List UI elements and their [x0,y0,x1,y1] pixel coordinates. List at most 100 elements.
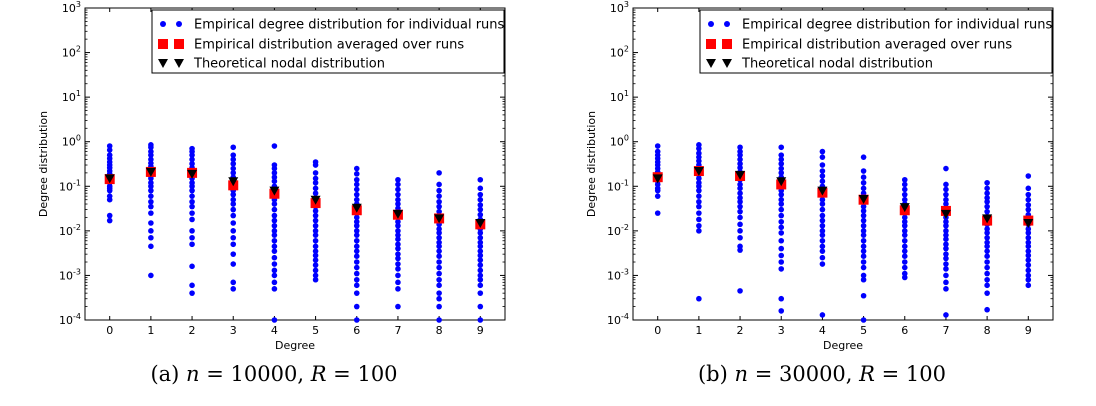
chart-b-point-individual [984,264,990,271]
chart-a-point-individual [353,196,360,203]
chart-a-point-individual [436,248,442,254]
chart-b-ytick-label: 101 [610,89,629,104]
chart-b-point-individual [1025,272,1032,279]
chart-b-legend-marker-averaged [722,39,732,49]
chart-a-point-individual [189,160,195,167]
chart-a-point-individual [436,198,442,205]
chart-a-point-individual [436,234,442,241]
chart-b-xtick-label: 8 [984,324,991,337]
chart-b-point-individual [860,259,867,265]
chart-panel-b: 0 1 2 3 4 5 6 7 8 9 10-4 10-3 10-2 10-1 100 101 102 103 De… [548,0,1096,406]
chart-b-point-individual [860,237,867,244]
chart-b-point-individual [943,222,949,229]
chart-a-point-individual [353,218,360,225]
chart-b-point-individual [943,286,949,292]
chart-a-point-individual [189,210,195,216]
chart-a-point-individual [312,262,319,268]
chart-a-ytick-label: 10-2 [59,223,81,238]
chart-a-point-theoretical [434,214,445,224]
chart-a-point-individual [271,212,278,219]
chart-b-point-theoretical [735,170,746,180]
chart-a-point-individual [271,237,278,244]
chart-a-point-individual [312,272,319,279]
chart-a-legend-label-2: Theoretical nodal distribution [193,57,385,72]
chart-a-point-individual [353,237,360,244]
chart-a-xtick-label: 0 [106,324,113,337]
chart-a-point-individual [436,239,442,246]
chart-b-legend-label-1: Empirical distribution averaged over run… [742,38,1012,53]
chart-a-point-individual [436,303,442,310]
chart-b-point-individual [943,191,949,198]
chart-b-point-individual [778,252,785,259]
caption-a-n-symbol: n [186,362,200,386]
chart-b-point-individual [901,274,908,281]
chart-b-ylabel: Degree distribution [585,111,598,217]
chart-a-point-individual [312,237,319,244]
chart-a-point-individual [271,228,278,234]
chart-a-point-individual [189,216,195,223]
chart-a-point-individual [230,160,237,167]
chart-b-point-individual [778,295,785,302]
chart-b-point-individual [696,183,702,190]
chart-a-point-individual [436,276,442,283]
chart-b-point-individual [819,206,826,213]
chart-a-point-theoretical [187,169,198,179]
chart-b-point-individual [860,292,867,299]
chart-b-point-individual [1025,243,1032,250]
chart-b-point-individual [778,245,785,252]
chart-a-point-individual [353,214,360,221]
chart-a-point-theoretical [104,174,115,184]
chart-a-point-individual [271,286,278,292]
chart-a-point-individual [395,186,401,193]
chart-a-xtick-label: 1 [147,324,154,337]
chart-a-ytick-label: 100 [62,134,81,149]
chart-a-point-individual [271,317,278,323]
chart-a-point-individual [312,175,319,182]
chart-a-point-individual [312,243,319,250]
chart-a-point-individual [312,267,319,274]
chart-a-point-individual [353,270,360,277]
chart-b-point-theoretical [652,174,663,184]
chart-a-point-individual [395,245,401,252]
chart-b-point-individual [860,253,867,260]
chart-a-point-individual [477,248,484,254]
chart-a-point-individual [353,290,360,296]
chart-a-point-individual [477,262,484,268]
chart-a-point-individual [395,181,401,188]
chart-a-point-individual [148,210,154,216]
chart-a-point-individual [189,198,195,205]
chart-b-point-individual [696,187,702,194]
chart-b-point-individual [778,201,785,207]
caption-b: (b) n = 30000, R = 100 [697,362,947,386]
chart-b-point-individual [778,218,785,225]
chart-b-point-individual [943,228,949,234]
caption-a-r-value: 100 [357,362,398,386]
chart-b-point-individual [696,203,702,210]
chart-b-point-individual [860,179,867,186]
chart-b-point-individual [778,170,785,176]
chart-a-point-individual [230,165,237,172]
chart-a-point-individual [148,228,154,234]
chart-b-point-individual [984,253,990,260]
chart-a-point-individual [395,191,401,198]
caption-b-r-symbol: R [859,362,875,386]
chart-a-xtick-label: 2 [189,324,196,337]
chart-b-point-individual [737,181,743,188]
chart-b-point-individual [984,195,990,201]
chart-a-legend-marker-averaged [158,39,168,49]
chart-b-point-individual [1025,234,1032,241]
chart-b-point-individual [778,266,785,272]
chart-b-point-individual [819,222,826,229]
chart-a-point-theoretical [269,186,280,196]
chart-a-point-individual [312,185,319,192]
chart-a-point-individual [312,170,319,176]
chart-b-point-individual [696,210,702,216]
chart-a-ytick-label: 10-3 [59,267,81,282]
chart-b-point-individual [984,230,990,236]
chart-b-point-individual [654,187,661,194]
chart-a-point-individual [189,193,195,199]
chart-a-point-individual [148,243,154,250]
chart-b-xtick-label: 1 [695,324,702,337]
chart-b-point-individual [860,217,867,224]
chart-b-point-individual [943,255,949,262]
